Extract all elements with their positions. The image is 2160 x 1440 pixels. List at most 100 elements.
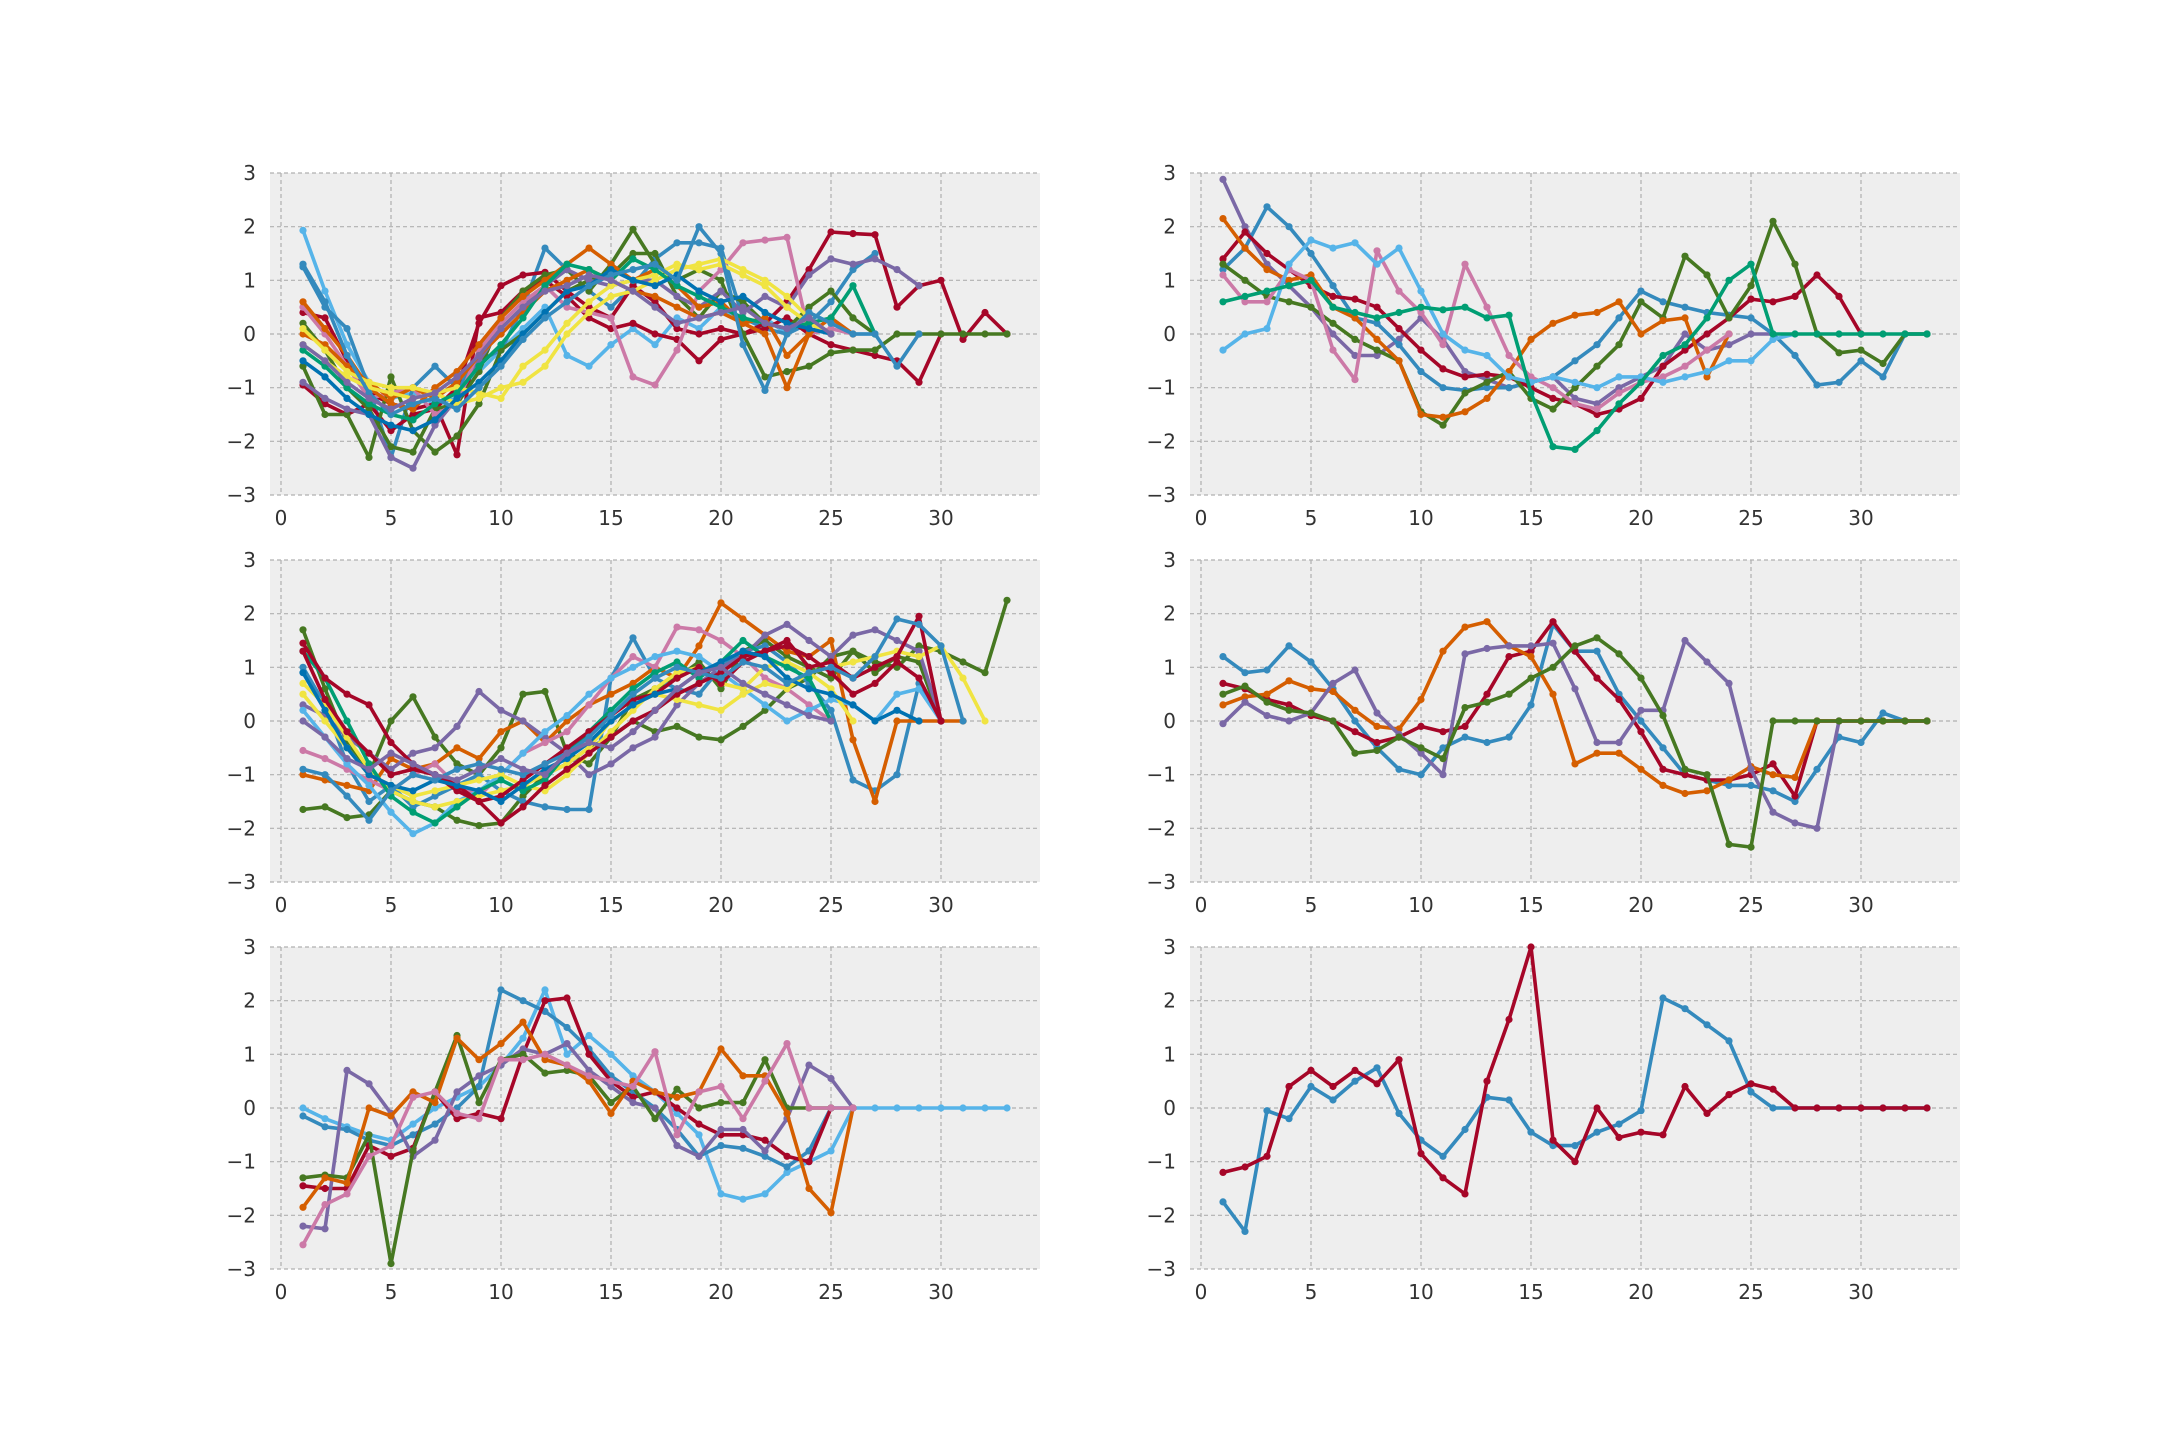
data-point [1571,394,1579,402]
data-point [761,282,769,290]
data-point [299,717,307,725]
data-point [321,803,329,811]
data-point [475,1082,483,1091]
chart-panel-bottom-right: 0 5 10 15 20 25 30 −3 −2 −1 0 1 2 3 [1147,935,1960,1304]
data-point [343,744,351,752]
data-point [1439,755,1447,763]
x-tick-label: 10 [488,893,513,917]
data-point [563,1050,571,1058]
data-point [519,781,527,790]
data-point [1329,330,1337,338]
data-point [783,647,791,655]
data-point [651,690,659,698]
data-point [739,685,747,693]
data-point [585,1050,593,1058]
data-point [541,1069,549,1077]
data-point [409,464,417,472]
data-point [893,303,901,311]
x-tick-label: 10 [488,506,513,530]
y-tick-label: 1 [1163,268,1176,292]
data-point [1813,330,1821,338]
chart-panel-middle-left: 0 5 10 15 20 25 30 −3 −2 −1 0 1 2 3 [227,548,1040,917]
data-point [1769,787,1777,795]
data-point [1747,765,1755,773]
data-point [1659,994,1667,1002]
y-tick-label: 2 [243,602,256,626]
series [299,266,835,435]
data-point [299,362,307,370]
data-point [563,712,571,720]
series [299,615,967,824]
data-point [343,760,351,768]
data-point [519,792,527,800]
x-tick-label: 20 [708,1280,733,1304]
data-point [299,1174,307,1182]
data-point [849,631,857,639]
data-point [519,690,527,698]
data-point [1703,368,1711,376]
data-point [761,1147,769,1155]
data-point [981,1104,989,1112]
data-point [1571,760,1579,768]
data-point [893,658,901,666]
data-point [695,701,703,709]
data-point [1527,335,1535,343]
data-point [1747,282,1755,290]
data-point [1307,1082,1315,1091]
data-point [717,679,725,688]
data-point [299,325,307,333]
x-tick-label: 0 [1195,893,1208,917]
data-point [1857,357,1865,365]
data-point [1549,405,1557,413]
data-point [1329,292,1337,300]
data-point [387,749,395,757]
data-point [431,1088,439,1096]
data-point [475,341,483,349]
data-point [387,400,395,408]
data-point [1395,1056,1403,1064]
data-point [387,427,395,435]
data-point [1505,690,1513,698]
data-point [1527,389,1535,397]
data-point [717,1190,725,1198]
data-point [343,1125,351,1134]
data-point [1769,298,1777,306]
data-point [1395,308,1403,317]
data-point [871,797,879,806]
data-point [299,771,307,779]
data-point [1725,840,1733,849]
data-point [1703,1109,1711,1117]
data-point [607,266,615,274]
data-point [629,1099,637,1107]
data-point [629,653,637,661]
data-point [1527,674,1535,682]
data-point [541,362,549,370]
data-point [1373,335,1381,343]
data-point [1417,722,1425,731]
data-point [739,266,747,274]
data-point [497,341,505,349]
data-point [783,314,791,322]
data-point [607,271,615,279]
data-point [805,653,813,661]
data-point [299,226,307,234]
data-point [1417,287,1425,295]
data-point [607,1050,615,1058]
data-point [915,282,923,290]
data-point [365,771,373,779]
data-point [893,771,901,779]
data-point [717,658,725,666]
data-point [827,669,835,677]
data-point [519,717,527,725]
data-point [299,378,307,386]
data-point [805,669,813,677]
series-line [1221,216,1731,420]
data-point [981,308,989,317]
y-tick-label: 3 [1163,161,1176,185]
data-point [409,1131,417,1139]
data-point [893,1104,901,1112]
data-point [1637,717,1645,725]
data-point [563,1040,571,1048]
data-point [1395,733,1403,741]
data-point [629,744,637,752]
